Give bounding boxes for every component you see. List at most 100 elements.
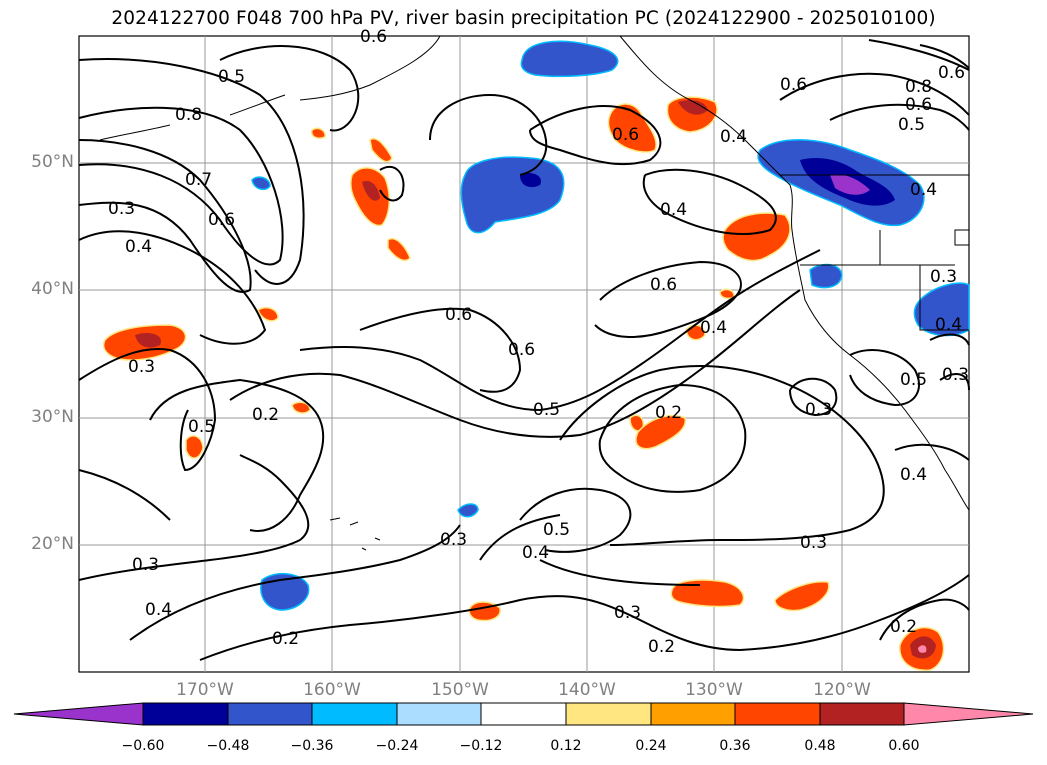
colorbar-tick-label: −0.12 xyxy=(459,738,503,754)
contour-line xyxy=(219,45,360,132)
contour-line xyxy=(199,574,970,661)
colorbar-segment xyxy=(142,702,229,726)
colorbar-tick-label: 0.60 xyxy=(888,738,920,754)
contour-label: 0.2 xyxy=(655,403,682,423)
contour-line xyxy=(78,348,217,472)
contour-line xyxy=(868,39,970,71)
contour-line xyxy=(849,349,920,407)
contour-label: 0.3 xyxy=(930,267,957,287)
hawaii-islands xyxy=(329,517,381,551)
contour-line xyxy=(78,106,284,266)
negative-precip-region xyxy=(457,503,479,518)
contour-line xyxy=(78,139,252,293)
contour-label: 0.6 xyxy=(360,27,387,47)
positive-precip-core xyxy=(362,180,380,201)
contour-label: 0.8 xyxy=(175,105,202,125)
contour-label: 0.5 xyxy=(543,520,570,540)
positive-precip-region xyxy=(310,127,326,139)
colorbar-tick-label: −0.60 xyxy=(121,738,165,754)
contour-label: 0.3 xyxy=(800,533,827,553)
contour-label: 0.6 xyxy=(208,210,235,230)
contour-line xyxy=(789,377,838,417)
lon-label: 140°W xyxy=(558,680,616,700)
contour-label: 0.4 xyxy=(522,543,549,563)
gridlines xyxy=(79,36,969,672)
contour-line xyxy=(559,365,885,546)
contour-label: 0.5 xyxy=(898,115,925,135)
contour-label: 0.4 xyxy=(720,127,747,147)
contour-label: 0.5 xyxy=(218,67,245,87)
contour-label: 0.6 xyxy=(905,95,932,115)
lat-label: 30°N xyxy=(31,407,74,427)
negative-precip-region xyxy=(260,573,310,611)
contour-label: 0.3 xyxy=(805,400,832,420)
contour-label: 0.4 xyxy=(910,180,937,200)
colorbar-segment xyxy=(565,702,652,726)
contour-label: 0.3 xyxy=(128,357,155,377)
contour-label: 0.2 xyxy=(648,637,675,657)
precip-shading xyxy=(103,40,970,671)
positive-precip-region xyxy=(369,138,393,163)
contour-label: 0.4 xyxy=(660,200,687,220)
negative-precip-core xyxy=(520,173,541,188)
contour-line xyxy=(78,230,267,345)
negative-precip-region xyxy=(520,40,619,78)
contour-label: 0.3 xyxy=(942,365,969,385)
contour-label: 0.2 xyxy=(252,405,279,425)
contour-label: 0.3 xyxy=(108,199,135,219)
contour-label: 0.6 xyxy=(650,275,677,295)
colorbar-segment xyxy=(819,702,905,726)
chart-title: 2024122700 F048 700 hPa PV, river basin … xyxy=(111,8,936,29)
colorbar xyxy=(13,702,1034,726)
contour-label: 0.3 xyxy=(440,530,467,550)
north-america-coast xyxy=(619,35,970,511)
colorbar-tick-label: 0.24 xyxy=(635,738,667,754)
contour-label: 0.6 xyxy=(508,340,535,360)
contour-label: 0.5 xyxy=(533,400,560,420)
contour-label: 0.8 xyxy=(905,77,932,97)
contour-line xyxy=(379,165,405,202)
contour-line xyxy=(149,378,325,532)
contour-label: 0.3 xyxy=(614,603,641,623)
contour-label: 0.6 xyxy=(445,305,472,325)
contour-line xyxy=(594,260,742,338)
colorbar-segment xyxy=(227,702,313,726)
negative-precip-region xyxy=(251,176,271,191)
colorbar-tick-label: −0.48 xyxy=(206,738,250,754)
contour-label: 0.7 xyxy=(185,170,212,190)
contour-line xyxy=(78,58,305,285)
contour-line xyxy=(879,333,970,641)
contour-label: 0.4 xyxy=(125,237,152,257)
contour-line xyxy=(519,487,632,553)
political-borders xyxy=(780,174,970,331)
contour-label: 0.6 xyxy=(780,75,807,95)
colorbar-segment xyxy=(734,702,821,726)
negative-precip-region xyxy=(809,263,843,289)
colorbar-segment xyxy=(13,702,144,726)
colorbar-segment xyxy=(650,702,736,726)
contour-line xyxy=(479,514,701,586)
contour-line xyxy=(829,103,970,131)
lat-label: 40°N xyxy=(31,279,74,299)
colorbar-segment xyxy=(311,702,398,726)
colorbar-segment xyxy=(903,702,1034,726)
contour-line xyxy=(129,524,461,641)
contour-label: 0.4 xyxy=(700,318,727,338)
lon-label: 170°W xyxy=(176,680,234,700)
coastlines xyxy=(99,35,970,551)
lon-label: 120°W xyxy=(813,680,871,700)
lon-label: 130°W xyxy=(685,680,743,700)
positive-precip-extreme xyxy=(918,645,927,653)
contour-line xyxy=(642,168,777,236)
contour-label: 0.4 xyxy=(935,315,962,335)
contour-line xyxy=(598,383,747,493)
colorbar-tick-label: 0.48 xyxy=(804,738,836,754)
positive-precip-region xyxy=(607,103,657,153)
positive-precip-region xyxy=(670,579,745,608)
contour-label: 0.2 xyxy=(890,617,917,637)
contour-line xyxy=(529,105,662,166)
positive-precip-region xyxy=(635,414,686,450)
contour-label: 0.5 xyxy=(188,417,215,437)
positive-precip-core xyxy=(678,100,708,115)
positive-precip-region xyxy=(291,401,311,414)
